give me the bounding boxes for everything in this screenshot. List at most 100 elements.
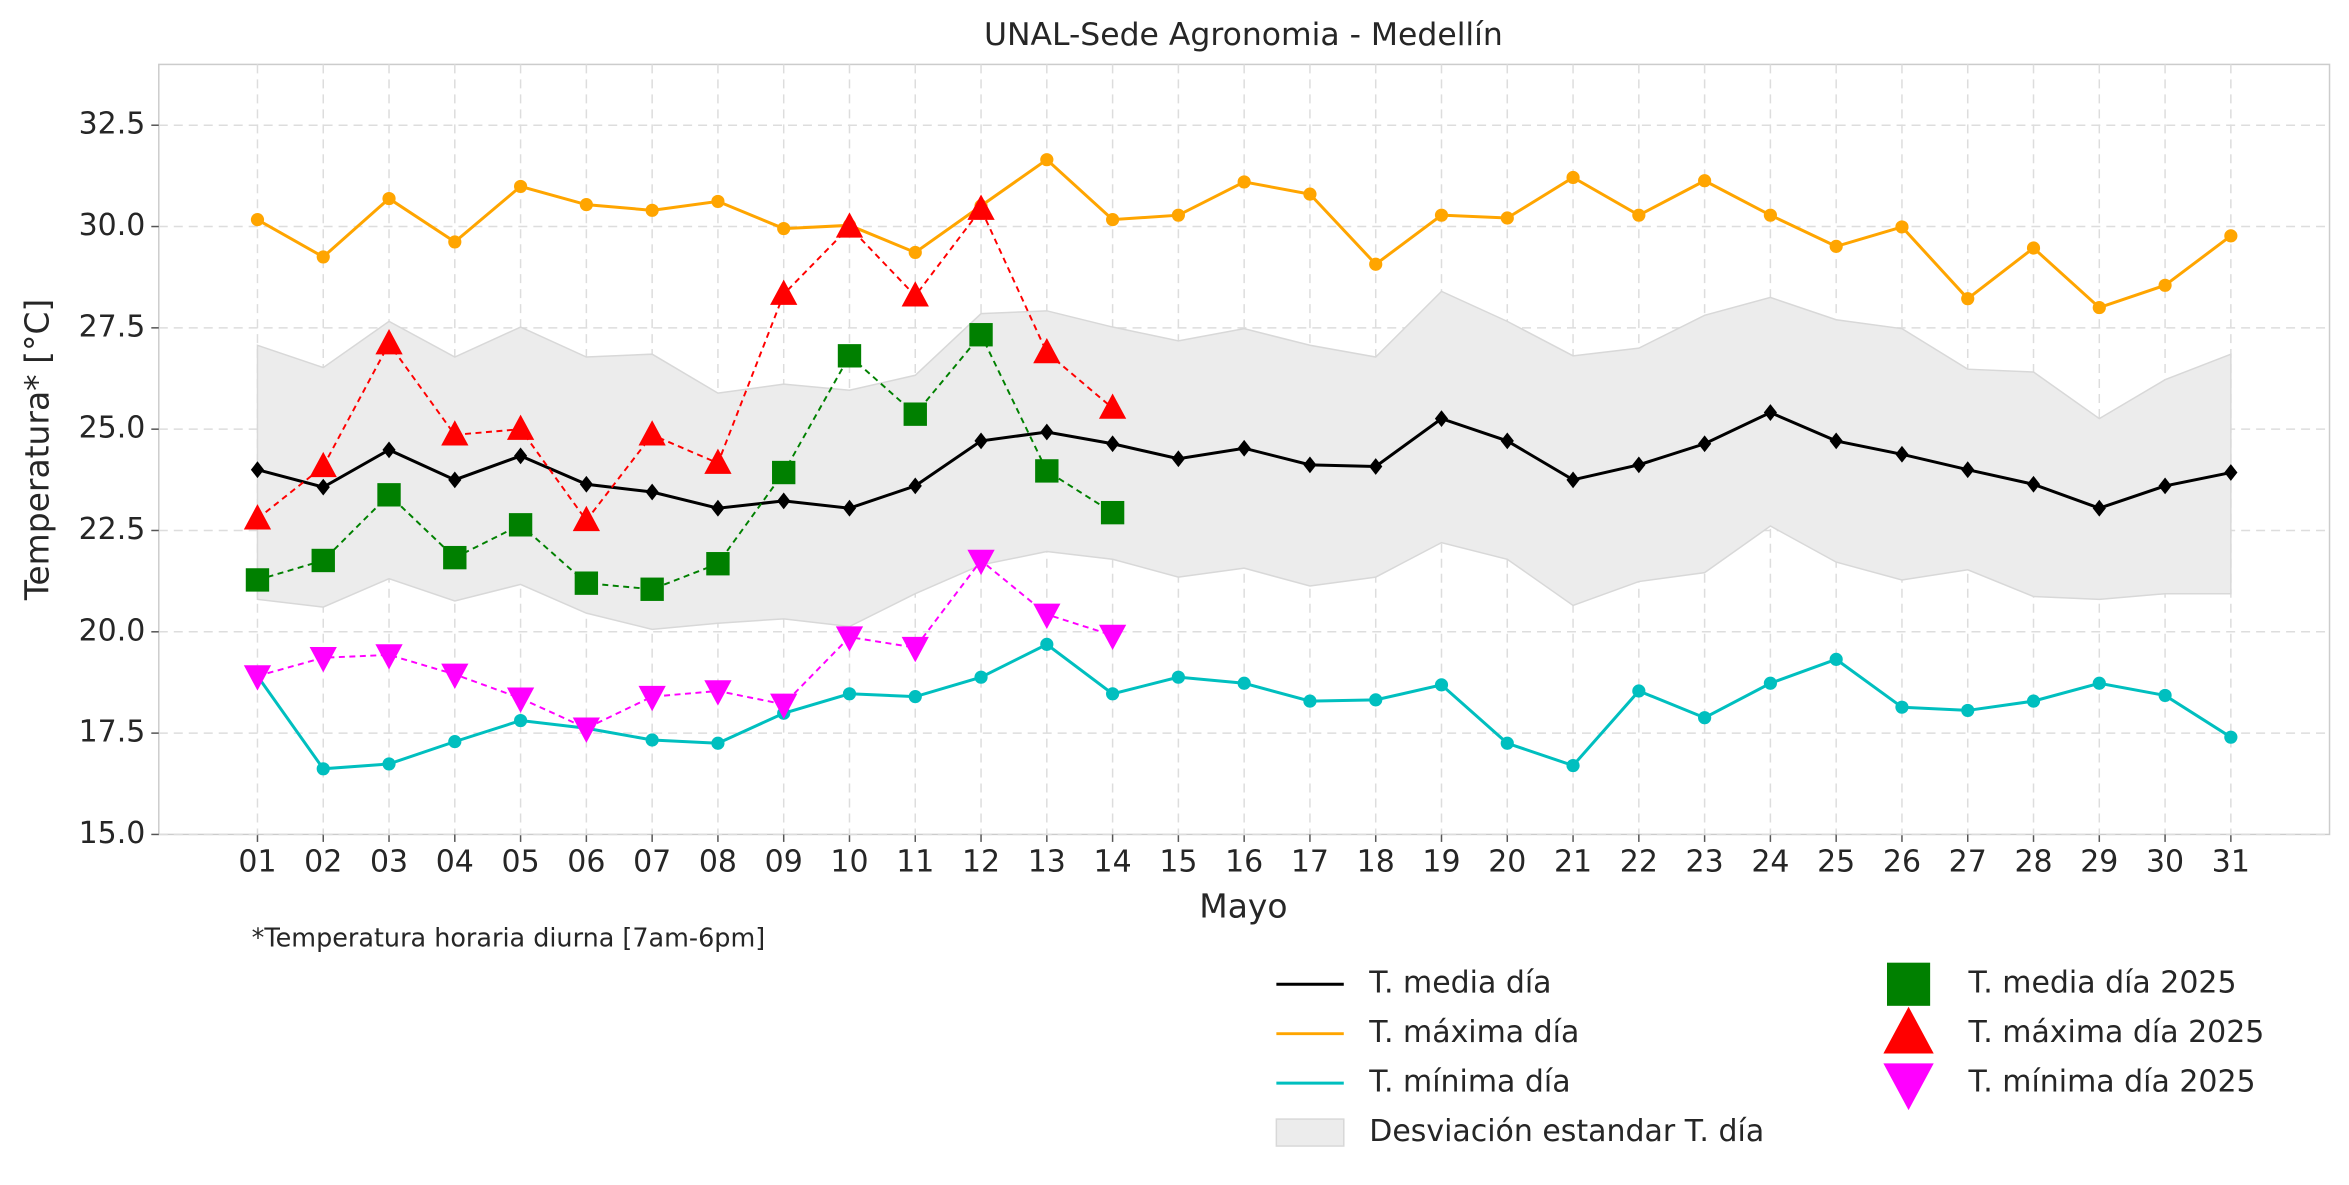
marker xyxy=(974,670,988,684)
marker xyxy=(1632,684,1646,698)
marker xyxy=(574,571,599,595)
marker xyxy=(1033,337,1061,364)
marker xyxy=(448,235,462,249)
marker xyxy=(2158,688,2172,703)
legend-label: T. máxima día xyxy=(1368,1015,1579,1050)
marker xyxy=(835,212,864,238)
marker xyxy=(243,504,272,530)
x-tick-label: 13 xyxy=(1028,844,1066,879)
std-band xyxy=(256,290,2232,631)
x-tick-label: 04 xyxy=(436,844,474,879)
legend-entry: Desviación estandar T. día xyxy=(1275,1114,1764,1149)
x-tick-label: 18 xyxy=(1357,844,1395,879)
marker xyxy=(1829,432,1843,450)
x-tick-label: 05 xyxy=(502,844,540,879)
marker xyxy=(645,733,659,747)
legend-entry: T. mínima día xyxy=(1276,1065,1571,1100)
marker xyxy=(508,513,533,537)
marker xyxy=(377,483,401,507)
marker xyxy=(770,279,798,305)
marker xyxy=(513,179,528,194)
marker xyxy=(1237,175,1251,189)
x-tick-label: 27 xyxy=(1949,844,1987,879)
marker xyxy=(250,213,265,227)
marker xyxy=(967,194,995,220)
marker xyxy=(1040,637,1054,651)
legend-entry: T. mínima día 2025 xyxy=(1883,1063,2256,1111)
legend-entry: T. media día 2025 xyxy=(1886,962,2237,1006)
y-tick-label: 22.5 xyxy=(79,512,146,547)
y-tick-label: 15.0 xyxy=(79,816,146,851)
marker xyxy=(1698,174,1712,188)
x-tick-label: 10 xyxy=(830,844,868,879)
y-tick-label: 20.0 xyxy=(79,613,146,648)
y-tick-label: 32.5 xyxy=(79,107,146,142)
legend-label: T. mínima día xyxy=(1368,1065,1570,1100)
marker xyxy=(1171,670,1185,684)
x-tick-label: 25 xyxy=(1817,844,1855,879)
marker xyxy=(448,471,462,489)
marker xyxy=(640,577,664,601)
marker xyxy=(1632,208,1646,222)
marker xyxy=(2026,241,2041,255)
marker xyxy=(777,492,791,510)
marker xyxy=(1106,213,1120,227)
marker xyxy=(704,680,732,706)
marker xyxy=(382,191,396,206)
marker xyxy=(1500,736,1514,750)
marker xyxy=(1106,687,1120,701)
marker xyxy=(1369,693,1383,707)
x-tick-label: 09 xyxy=(765,844,803,879)
marker xyxy=(245,568,270,592)
marker xyxy=(901,281,929,307)
marker xyxy=(1961,292,1975,306)
marker xyxy=(316,762,330,776)
marker xyxy=(316,250,330,264)
y-tick-label: 17.5 xyxy=(79,715,146,750)
marker xyxy=(1035,459,1059,483)
x-tick-label: 30 xyxy=(2146,844,2184,879)
marker xyxy=(572,505,600,532)
marker xyxy=(1171,208,1185,222)
marker xyxy=(1434,678,1449,692)
x-tick-label: 06 xyxy=(567,844,605,879)
marker xyxy=(1033,603,1061,629)
x-tick-label: 24 xyxy=(1751,844,1789,879)
marker xyxy=(770,693,798,719)
marker xyxy=(1566,758,1580,773)
x-tick-label: 15 xyxy=(1159,844,1197,879)
legend-swatch xyxy=(1275,1118,1345,1147)
x-tick-label: 22 xyxy=(1620,844,1658,879)
marker xyxy=(711,194,725,208)
x-tick-label: 26 xyxy=(1883,844,1921,879)
marker xyxy=(1098,624,1127,651)
x-tick-label: 20 xyxy=(1488,844,1526,879)
marker xyxy=(1763,208,1777,222)
marker xyxy=(908,245,922,260)
marker xyxy=(711,499,725,517)
marker xyxy=(1895,700,1909,714)
marker xyxy=(1886,962,1931,1006)
marker xyxy=(572,717,600,743)
x-tick-label: 03 xyxy=(370,844,408,879)
x-tick-label: 01 xyxy=(238,844,276,879)
marker xyxy=(1698,711,1712,725)
marker xyxy=(772,460,796,485)
x-tick-label: 31 xyxy=(2212,844,2250,879)
marker xyxy=(704,448,732,474)
marker xyxy=(375,644,403,670)
x-tick-label: 12 xyxy=(962,844,1000,879)
x-tick-label: 16 xyxy=(1225,844,1263,879)
legend-label: T. máxima día 2025 xyxy=(1967,1015,2264,1050)
x-tick-label: 19 xyxy=(1422,844,1460,879)
marker xyxy=(2158,477,2172,495)
legend: T. media día T. máxima día T. mínima día De… xyxy=(1275,962,2264,1149)
marker xyxy=(382,757,396,771)
marker xyxy=(1098,393,1127,419)
marker xyxy=(969,323,993,347)
marker xyxy=(243,665,272,691)
marker xyxy=(375,329,403,355)
x-axis-label: Mayo xyxy=(1199,886,1287,925)
marker xyxy=(2224,229,2238,243)
